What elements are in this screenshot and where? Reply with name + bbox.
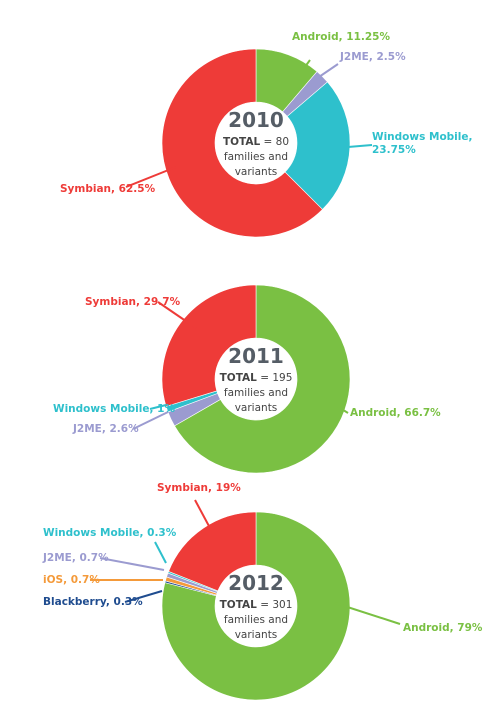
slice-label-android: Android, 11.25% xyxy=(292,31,390,43)
slice-label-android: Android, 66.7% xyxy=(350,407,441,419)
leader-line-j2me xyxy=(132,411,169,430)
slice-label-j2me: J2ME, 0.7% xyxy=(42,552,109,564)
leader-line-j2me xyxy=(99,557,165,571)
slice-symbian xyxy=(161,48,323,238)
slice-label-windows_mobile: Windows Mobile, 0.3% xyxy=(43,527,177,539)
leader-line-android xyxy=(287,59,311,91)
year-label: 2010 xyxy=(228,108,284,132)
slice-symbian xyxy=(161,284,257,407)
total-line: TOTAL = 301 xyxy=(220,599,293,611)
leader-line-android xyxy=(334,602,401,625)
slice-label-line: 23.75% xyxy=(372,144,416,156)
center-line-2: families and xyxy=(224,614,288,626)
slice-label-blackberry: Blackberry, 0.3% xyxy=(43,596,143,608)
total-label: TOTAL xyxy=(220,372,258,384)
slice-label-windows_mobile: Windows Mobile, 1% xyxy=(53,403,175,415)
total-line: TOTAL = 195 xyxy=(220,372,293,384)
total-line: TOTAL = 80 xyxy=(223,136,289,148)
leader-line-symbian xyxy=(194,499,211,529)
leader-line-windows_mobile xyxy=(154,541,167,564)
total-value: = 301 xyxy=(257,599,293,611)
donut-chart-2012: Android, 79% Blackberry, 0.3% iOS, 0.7% J2M… xyxy=(42,482,483,701)
year-label: 2011 xyxy=(228,344,284,368)
center-line-3: variants xyxy=(235,166,278,178)
leader-line-blackberry xyxy=(124,590,163,603)
leader-line-symbian xyxy=(157,301,197,329)
leader-line-symbian xyxy=(125,166,177,188)
leader-line-j2me xyxy=(315,63,339,80)
center-line-2: families and xyxy=(224,387,288,399)
slice-label-symbian: Symbian, 62.5% xyxy=(60,183,156,195)
leader-line-windows_mobile xyxy=(347,144,373,148)
slice-android xyxy=(174,284,351,474)
year-label: 2012 xyxy=(228,571,284,595)
leader-line-android xyxy=(323,397,349,414)
center-line-3: variants xyxy=(235,402,278,414)
total-value: = 80 xyxy=(260,136,289,148)
slice-label-symbian: Symbian, 29.7% xyxy=(85,296,181,308)
slice-label-symbian: Symbian, 19% xyxy=(157,482,241,494)
total-label: TOTAL xyxy=(223,136,261,148)
slice-android xyxy=(161,511,351,701)
slice-label-line: Windows Mobile, xyxy=(372,131,472,143)
total-value: = 195 xyxy=(257,372,293,384)
slice-label-j2me: J2ME, 2.5% xyxy=(339,51,406,63)
leader-line-windows_mobile xyxy=(149,404,167,410)
slice-label-android: Android, 79% xyxy=(403,622,483,634)
slice-windows_mobile xyxy=(284,81,351,210)
donut-chart-2010: Android, 11.25% J2ME, 2.5% Windows Mobile,… xyxy=(60,31,472,238)
total-label: TOTAL xyxy=(220,599,258,611)
center-line-3: variants xyxy=(235,629,278,641)
center-line-2: families and xyxy=(224,151,288,163)
slice-label-ios: iOS, 0.7% xyxy=(43,574,100,586)
slice-label-windows_mobile: Windows Mobile, 23.75% xyxy=(372,131,472,156)
slice-label-j2me: J2ME, 2.6% xyxy=(72,423,139,435)
donut-chart-2011: Android, 66.7% J2ME, 2.6% Windows Mobile, … xyxy=(53,284,441,474)
slice-symbian xyxy=(168,511,257,592)
